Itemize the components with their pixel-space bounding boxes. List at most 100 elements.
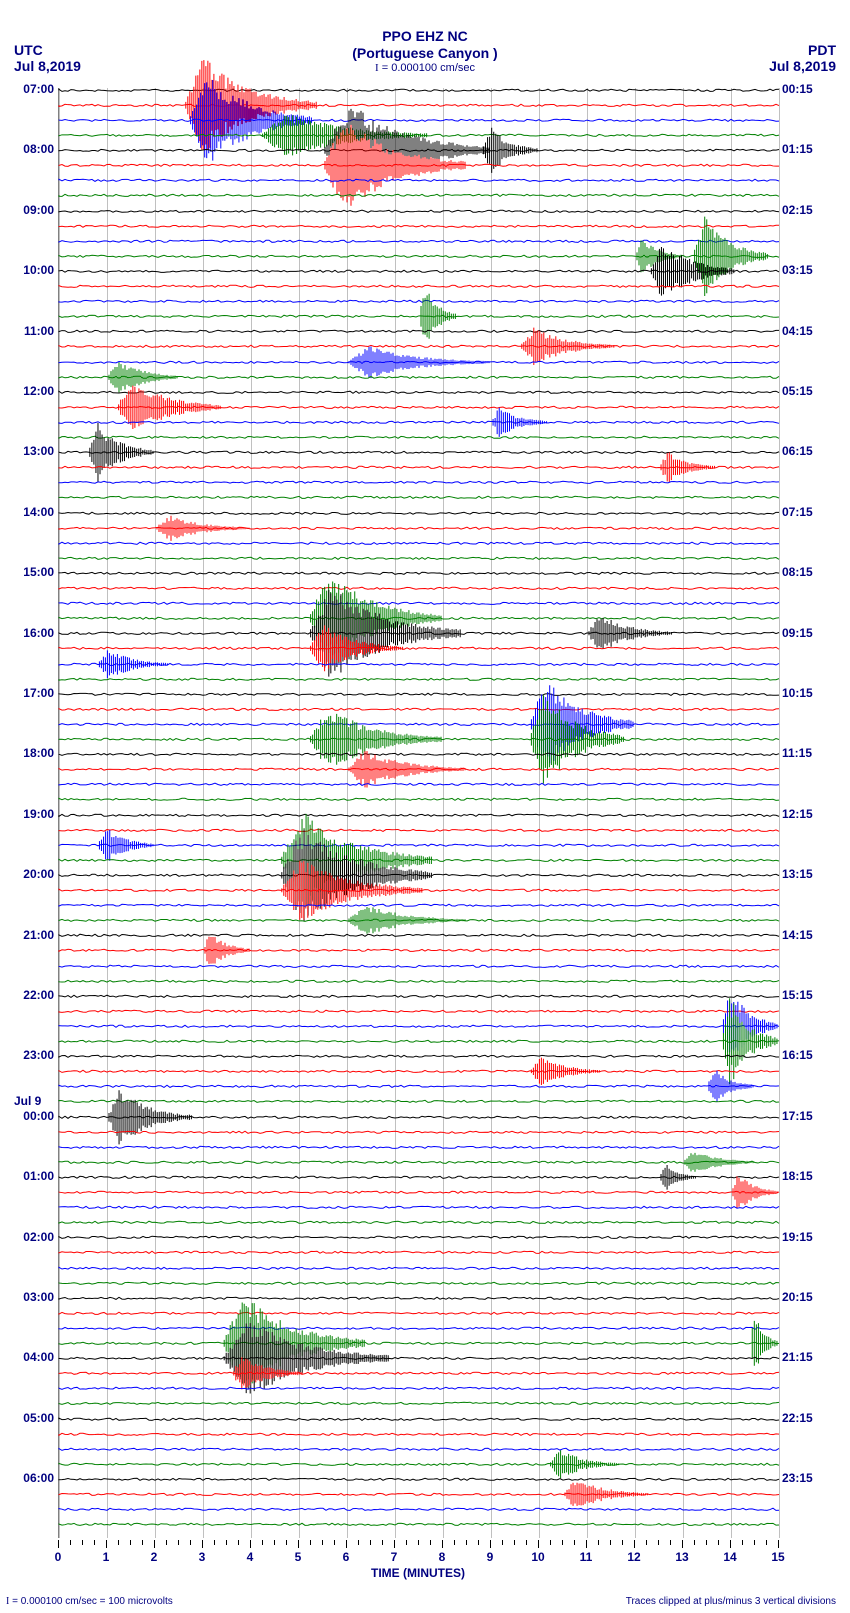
utc-time-label: 04:00	[4, 1350, 54, 1364]
x-tick-minor	[754, 1540, 755, 1545]
x-tick	[778, 1540, 779, 1548]
utc-time-label: 18:00	[4, 746, 54, 760]
x-tick-label: 2	[151, 1550, 158, 1564]
x-tick-label: 5	[295, 1550, 302, 1564]
utc-time-label: 07:00	[4, 82, 54, 96]
pdt-time-label: 13:15	[782, 867, 832, 881]
pdt-time-label: 21:15	[782, 1350, 832, 1364]
x-tick-minor	[466, 1540, 467, 1545]
pdt-time-label: 16:15	[782, 1048, 832, 1062]
pdt-time-label: 02:15	[782, 203, 832, 217]
x-tick-minor	[406, 1540, 407, 1545]
x-tick-minor	[766, 1540, 767, 1545]
utc-time-label: 08:00	[4, 142, 54, 156]
utc-time-label: 11:00	[4, 324, 54, 338]
x-tick-minor	[262, 1540, 263, 1545]
x-tick-minor	[526, 1540, 527, 1545]
timezone-right: PDT Jul 8,2019	[769, 42, 836, 74]
x-tick-minor	[478, 1540, 479, 1545]
x-tick-minor	[334, 1540, 335, 1545]
x-tick-minor	[166, 1540, 167, 1545]
utc-time-label: 01:00	[4, 1169, 54, 1183]
x-tick-minor	[550, 1540, 551, 1545]
x-tick-minor	[718, 1540, 719, 1545]
pdt-time-label: 23:15	[782, 1471, 832, 1485]
x-tick-label: 0	[55, 1550, 62, 1564]
utc-time-label: 02:00	[4, 1230, 54, 1244]
x-tick-minor	[430, 1540, 431, 1545]
pdt-time-label: 20:15	[782, 1290, 832, 1304]
utc-time-label: 19:00	[4, 807, 54, 821]
pdt-time-label: 04:15	[782, 324, 832, 338]
x-tick	[586, 1540, 587, 1548]
x-tick	[442, 1540, 443, 1548]
x-tick-minor	[178, 1540, 179, 1545]
x-tick	[346, 1540, 347, 1548]
x-tick-label: 12	[627, 1550, 640, 1564]
x-tick	[538, 1540, 539, 1548]
x-tick	[634, 1540, 635, 1548]
x-axis: TIME (MINUTES) 0123456789101112131415	[58, 1540, 778, 1580]
seismogram-container: PPO EHZ NC (Portuguese Canyon ) I = 0.00…	[0, 0, 850, 1613]
x-tick-minor	[358, 1540, 359, 1545]
utc-time-label: 15:00	[4, 565, 54, 579]
utc-time-label: 14:00	[4, 505, 54, 519]
pdt-time-label: 06:15	[782, 444, 832, 458]
pdt-time-label: 14:15	[782, 928, 832, 942]
x-tick-minor	[238, 1540, 239, 1545]
x-tick-minor	[610, 1540, 611, 1545]
x-tick	[394, 1540, 395, 1548]
x-tick-minor	[694, 1540, 695, 1545]
utc-time-label: 05:00	[4, 1411, 54, 1425]
utc-time-label: 09:00	[4, 203, 54, 217]
x-tick-minor	[130, 1540, 131, 1545]
pdt-time-label: 17:15	[782, 1109, 832, 1123]
pdt-time-label: 09:15	[782, 626, 832, 640]
x-tick-minor	[142, 1540, 143, 1545]
x-tick-label: 14	[723, 1550, 736, 1564]
x-tick-label: 11	[580, 1550, 593, 1564]
utc-time-label: 23:00	[4, 1048, 54, 1062]
x-tick-minor	[214, 1540, 215, 1545]
x-tick-minor	[598, 1540, 599, 1545]
x-tick-minor	[322, 1540, 323, 1545]
x-tick-minor	[274, 1540, 275, 1545]
footer-clip-note: Traces clipped at plus/minus 3 vertical …	[626, 1596, 836, 1607]
pdt-time-label: 07:15	[782, 505, 832, 519]
x-tick-minor	[94, 1540, 95, 1545]
x-tick-minor	[574, 1540, 575, 1545]
pdt-time-label: 00:15	[782, 82, 832, 96]
x-tick-minor	[670, 1540, 671, 1545]
pdt-time-label: 08:15	[782, 565, 832, 579]
x-tick-minor	[502, 1540, 503, 1545]
x-tick	[682, 1540, 683, 1548]
x-tick-label: 3	[199, 1550, 206, 1564]
x-tick-minor	[382, 1540, 383, 1545]
x-tick-minor	[418, 1540, 419, 1545]
pdt-time-label: 01:15	[782, 142, 832, 156]
x-tick-minor	[310, 1540, 311, 1545]
x-tick-minor	[226, 1540, 227, 1545]
x-tick-minor	[622, 1540, 623, 1545]
utc-time-label: 13:00	[4, 444, 54, 458]
x-tick-label: 15	[771, 1550, 784, 1564]
x-tick-minor	[118, 1540, 119, 1545]
x-tick-label: 8	[439, 1550, 446, 1564]
utc-time-label: 00:00	[4, 1109, 54, 1123]
x-tick-minor	[562, 1540, 563, 1545]
x-tick-minor	[514, 1540, 515, 1545]
x-tick-minor	[646, 1540, 647, 1545]
utc-time-label: 20:00	[4, 867, 54, 881]
utc-time-label: 12:00	[4, 384, 54, 398]
x-tick	[250, 1540, 251, 1548]
x-tick	[202, 1540, 203, 1548]
x-tick	[58, 1540, 59, 1548]
x-tick-label: 1	[103, 1550, 110, 1564]
utc-time-label: 03:00	[4, 1290, 54, 1304]
x-tick-label: 9	[487, 1550, 494, 1564]
x-tick-minor	[70, 1540, 71, 1545]
x-tick	[154, 1540, 155, 1548]
x-tick-minor	[286, 1540, 287, 1545]
x-tick-minor	[454, 1540, 455, 1545]
pdt-time-label: 12:15	[782, 807, 832, 821]
